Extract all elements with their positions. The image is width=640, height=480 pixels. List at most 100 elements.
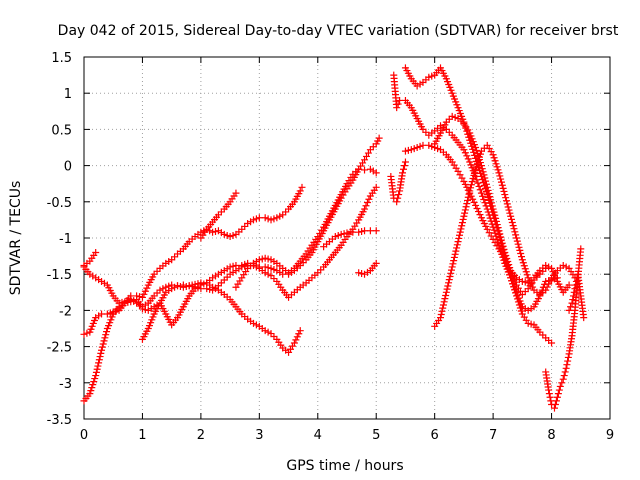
data-point <box>472 165 480 173</box>
data-point <box>542 264 550 272</box>
data-point <box>521 265 529 273</box>
data-point <box>463 200 471 208</box>
data-point <box>545 386 553 394</box>
data-point <box>567 303 575 311</box>
y-tick-label: -0.5 <box>47 196 72 211</box>
data-point <box>564 357 572 365</box>
data-point <box>459 215 467 223</box>
data-point <box>396 96 404 104</box>
data-point <box>512 292 520 300</box>
data-point <box>472 144 480 151</box>
data-point <box>491 157 499 165</box>
data-point <box>460 146 468 154</box>
data-point <box>569 296 577 304</box>
data-point <box>442 288 450 296</box>
data-point <box>504 203 512 211</box>
data-point <box>447 266 455 274</box>
series-8 <box>320 227 380 251</box>
data-point <box>507 212 515 220</box>
data-point <box>475 182 483 190</box>
x-tick-label: 8 <box>547 428 555 443</box>
data-point <box>474 179 482 187</box>
data-point <box>565 306 573 314</box>
data-point <box>492 160 500 168</box>
data-point <box>506 264 514 272</box>
data-point <box>86 390 94 398</box>
data-point <box>510 225 518 233</box>
data-point <box>560 372 568 380</box>
data-point <box>500 245 508 253</box>
data-point <box>96 353 104 361</box>
y-tick-label: 0.5 <box>51 123 72 138</box>
series-1 <box>80 248 100 270</box>
data-point <box>102 331 110 339</box>
data-point <box>290 339 298 347</box>
data-point <box>394 194 402 202</box>
data-point <box>479 168 487 176</box>
data-point <box>442 291 450 299</box>
data-point <box>372 227 380 235</box>
data-point <box>517 253 525 261</box>
data-point <box>461 149 469 157</box>
data-point <box>365 195 373 203</box>
data-point <box>485 190 493 198</box>
data-point <box>95 356 103 364</box>
data-point <box>481 174 489 182</box>
data-point <box>501 248 509 256</box>
data-point <box>517 250 525 258</box>
data-point <box>141 287 149 295</box>
data-point <box>438 307 446 315</box>
data-point <box>451 250 459 258</box>
data-point <box>489 151 497 159</box>
data-point <box>564 353 572 361</box>
x-tick-label: 5 <box>372 428 380 443</box>
data-point <box>548 264 556 272</box>
data-point <box>513 295 521 303</box>
data-point <box>495 169 503 177</box>
data-point <box>399 165 407 173</box>
data-point <box>393 198 401 206</box>
data-point <box>419 141 427 149</box>
data-point <box>296 327 304 335</box>
data-point <box>446 272 454 280</box>
x-tick-label: 0 <box>80 428 88 443</box>
data-point <box>487 199 495 207</box>
x-axis-tick-labels: 0 1 2 3 4 5 6 7 8 9 <box>80 428 614 443</box>
data-point <box>499 184 507 192</box>
data-point <box>439 301 447 309</box>
data-point <box>466 187 474 195</box>
data-point <box>453 244 461 252</box>
data-point <box>483 183 491 191</box>
data-point <box>497 233 505 241</box>
data-point <box>457 225 465 233</box>
data-point <box>103 328 111 336</box>
data-point <box>296 187 304 195</box>
data-point <box>492 214 500 222</box>
data-point <box>502 197 510 205</box>
data-point <box>87 387 95 395</box>
data-point <box>448 263 456 271</box>
data-point <box>461 206 469 214</box>
data-point <box>463 152 471 160</box>
data-point <box>518 256 526 264</box>
data-point <box>94 362 102 370</box>
data-point <box>556 382 564 390</box>
data-point <box>91 375 99 383</box>
data-point <box>478 165 486 173</box>
data-point <box>500 187 508 195</box>
x-tick-label: 4 <box>314 428 322 443</box>
data-point <box>445 279 453 287</box>
y-tick-label: -3.5 <box>47 413 72 428</box>
data-point <box>468 178 476 186</box>
data-point <box>503 200 511 208</box>
data-point <box>554 390 562 398</box>
data-point <box>514 240 522 248</box>
data-point <box>88 384 96 392</box>
data-point <box>456 231 464 239</box>
data-point <box>577 245 585 253</box>
data-point <box>523 271 531 279</box>
chart-title: Day 042 of 2015, Sidereal Day-to-day VTE… <box>58 23 619 39</box>
data-point <box>487 196 495 204</box>
data-point <box>293 333 301 341</box>
data-point <box>509 222 517 230</box>
